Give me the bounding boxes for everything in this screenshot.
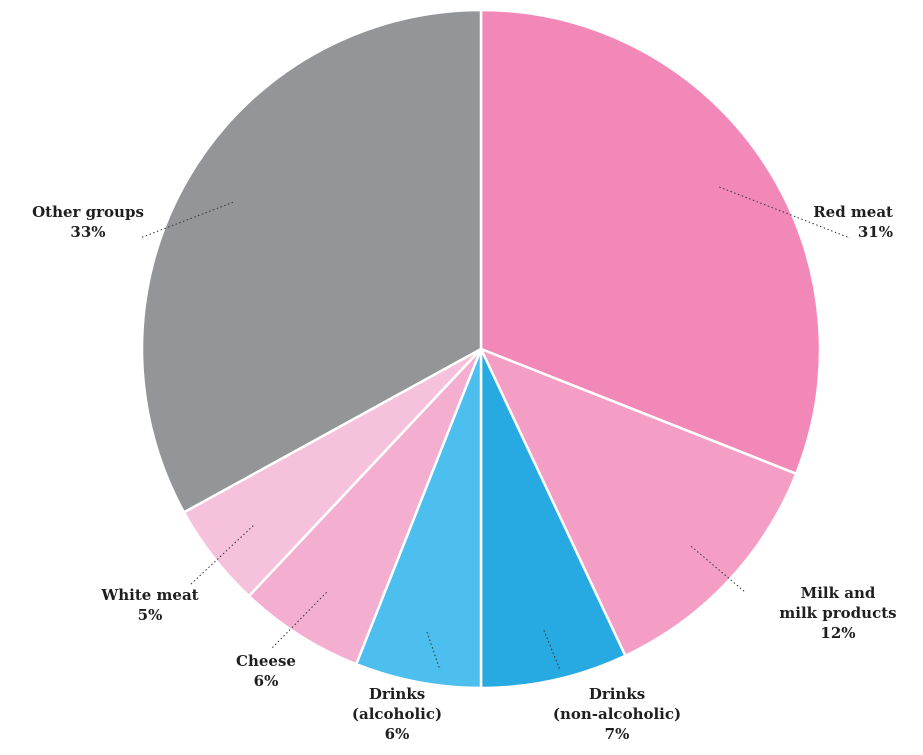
pie-slice-milk [478,346,798,658]
slice-label-drinks-alcoholic: Drinks (alcoholic) 6% [352,685,442,743]
pie-labels: Red meat 31% Milk and milk products 12% Drink… [32,186,897,743]
pie-slices [140,8,822,690]
slice-percent: 5% [138,606,163,624]
pie-slice-drinks-alcoholic [354,348,483,690]
slice-name-line: White meat [100,586,198,604]
leader-line-drinks-alcoholic [426,631,441,671]
slice-label-cheese: Cheese 6% [236,652,296,690]
slice-name-line: milk products [779,604,896,622]
slice-percent: 7% [605,725,630,743]
pie-slice-cheese [247,348,483,666]
slice-label-white-meat: White meat 5% [100,586,198,624]
pie-slice-red-meat [479,8,822,476]
slice-percent: 33% [70,223,105,241]
slice-percent: 6% [385,725,410,743]
slice-percent: 31% [858,223,893,241]
slice-name-line: Cheese [236,652,296,670]
leader-line-cheese [271,591,327,649]
pie-slice-drinks-non-alcoholic [479,348,628,690]
slice-name-line: Drinks [369,685,425,703]
slice-name-line: Drinks [589,685,645,703]
slice-label-other-groups: Other groups 33% [32,203,144,241]
leader-line-drinks-non-alcoholic [543,630,561,671]
slice-label-red-meat: Red meat 31% [813,203,893,241]
slice-label-drinks-non-alcoholic: Drinks (non-alcoholic) 7% [553,685,681,743]
slice-percent: 6% [254,672,279,690]
slice-name-line: (non-alcoholic) [553,705,681,723]
leader-line-red-meat [719,186,851,239]
slice-name-line: (alcoholic) [352,705,442,723]
slice-name-line: Other groups [32,203,144,221]
leader-line-other-groups [139,201,234,239]
leader-line-white-meat [189,525,254,586]
slice-name-line: Milk and [801,584,876,602]
pie-slice-other-groups [140,8,483,515]
slice-label-milk: Milk and milk products 12% [779,584,896,642]
slice-percent: 12% [820,624,855,642]
slice-name-line: Red meat [813,203,893,221]
